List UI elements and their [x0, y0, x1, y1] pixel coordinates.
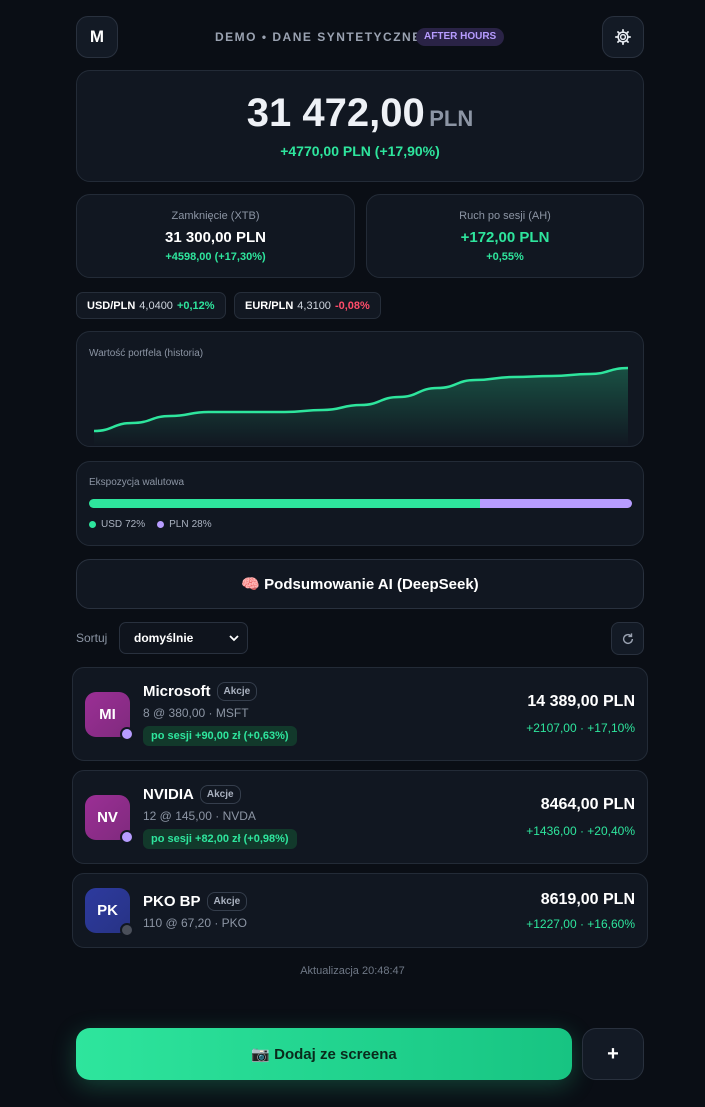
after-amount: +172,00 PLN [460, 229, 550, 246]
holding-value: 8619,00 PLN [540, 890, 635, 908]
fx-change: +0,12% [176, 299, 215, 312]
status-dot [120, 923, 134, 937]
fx-pair: USD/PLN [87, 299, 136, 312]
fx-pair: EUR/PLN [245, 299, 294, 312]
exposure-segment [479, 499, 632, 508]
holding-icon: MI [85, 691, 134, 741]
settings-button[interactable] [602, 16, 644, 58]
holding-detail: 8 @ 380,00 · MSFT [143, 706, 249, 720]
exposure-card: Ekspozycja walutowa USD 72% PLN 28% [76, 461, 644, 546]
holding-name-row: PKO BP Akcje [143, 891, 526, 911]
legend-item: PLN 28% [157, 519, 212, 530]
holding-value: 8464,00 PLN [540, 796, 635, 813]
legend-value: 72% [125, 519, 146, 530]
holding-tag: Akcje [199, 785, 241, 804]
holding-name-row: NVIDIA Akcje [143, 785, 526, 804]
holding-name: NVIDIA [143, 786, 194, 803]
total-change: +4770,00 PLN (+17,90%) [280, 143, 440, 159]
history-area [94, 368, 628, 446]
refresh-icon [622, 632, 633, 644]
sort-selected: domyślnie [134, 631, 194, 645]
holding-values: 8619,00 PLN +1227,00 · +16,60% [526, 891, 635, 931]
history-line [93, 366, 629, 433]
exposure-legend: USD 72% PLN 28% [89, 519, 212, 530]
exposure-title: Ekspozycja walutowa [89, 477, 185, 488]
total-card: 31 472,00 PLN +4770,00 PLN (+17,90%) [76, 70, 644, 182]
legend-dot [157, 521, 165, 528]
fx-chip: EUR/PLN 4,3100 -0,08% [234, 292, 381, 319]
close-title: Zamknięcie (XTB) [171, 210, 260, 222]
total-currency: PLN [429, 106, 474, 131]
close-amount: 31 300,00 PLN [165, 229, 266, 246]
total-amount: 31 472,00 [246, 91, 425, 135]
logo-button[interactable]: M [76, 16, 118, 58]
holding-value: 14 389,00 PLN [527, 693, 635, 710]
fx-change: -0,08% [334, 299, 370, 312]
legend-name: USD [101, 519, 123, 530]
holding-icon: NV [85, 794, 134, 844]
holding-detail: 12 @ 145,00 · NVDA [143, 809, 256, 823]
ai-summary-button[interactable]: 🧠 Podsumowanie AI (DeepSeek) [76, 559, 644, 609]
add-screenshot-button[interactable]: 📷 Dodaj ze screena [76, 1028, 572, 1080]
holding-info: Microsoft Akcje 8 @ 380,00 · MSFT po sesji … [143, 682, 526, 746]
holding-tag: Akcje [216, 682, 258, 701]
session-pill: po sesji +82,00 zł (+0,98%) [143, 829, 297, 849]
exposure-bar [89, 499, 632, 508]
mode-label: DEMO • DANE SYNTETYCZNE [215, 30, 422, 44]
holding-card[interactable]: PK PKO BP Akcje 110 @ 67,20 · PKO 8619,00 PL… [72, 873, 648, 948]
session-badge: AFTER HOURS [416, 28, 505, 46]
holding-info: NVIDIA Akcje 12 @ 145,00 · NVDA po sesji +8… [143, 785, 526, 849]
holding-icon: PK [85, 888, 134, 937]
holdings-list: MI Microsoft Akcje 8 @ 380,00 · MSFT po sesj… [72, 667, 648, 957]
session-pill: po sesji +90,00 zł (+0,63%) [143, 726, 297, 746]
after-change: +0,55% [486, 251, 524, 263]
legend-dot [89, 521, 96, 528]
holding-detail: 110 @ 67,20 · PKO [143, 915, 248, 930]
sort-label: Sortuj [76, 631, 108, 645]
after-title: Ruch po sesji (AH) [459, 210, 551, 222]
legend-item: USD 72% [89, 519, 145, 530]
holding-name: PKO BP [143, 892, 201, 910]
add-button[interactable]: + [582, 1028, 644, 1080]
legend-value: 28% [191, 519, 212, 530]
history-title: Wartość portfela (historia) [89, 348, 204, 359]
updated-label: Aktualizacja 20:48:47 [300, 965, 405, 977]
after-card: Ruch po sesji (AH) +172,00 PLN +0,55% [366, 194, 644, 278]
holding-change: +1227,00 · +16,60% [526, 916, 635, 931]
fx-rate: 4,0400 [139, 299, 173, 312]
sort-select[interactable]: domyślnie [119, 622, 248, 654]
holding-card[interactable]: NV NVIDIA Akcje 12 @ 145,00 · NVDA po sesji … [72, 770, 648, 864]
settings-icon [614, 28, 632, 46]
fx-chip: USD/PLN 4,0400 +0,12% [76, 292, 226, 319]
holding-info: PKO BP Akcje 110 @ 67,20 · PKO [143, 891, 526, 930]
history-card: Wartość portfela (historia) [76, 331, 644, 447]
legend-name: PLN [169, 519, 189, 530]
fx-rate: 4,3100 [297, 299, 331, 312]
holding-values: 14 389,00 PLN +2107,00 · +17,10% [526, 693, 635, 735]
holding-tag: Akcje [206, 891, 248, 911]
history-chart [93, 366, 629, 446]
status-dot [120, 829, 134, 844]
holding-values: 8464,00 PLN +1436,00 · +20,40% [526, 796, 635, 838]
holding-name: Microsoft [143, 683, 211, 700]
holding-change: +1436,00 · +20,40% [526, 824, 635, 838]
exposure-segment [89, 499, 480, 508]
status-dot [120, 726, 134, 741]
holding-card[interactable]: MI Microsoft Akcje 8 @ 380,00 · MSFT po sesj… [72, 667, 648, 761]
close-card: Zamknięcie (XTB) 31 300,00 PLN +4598,00 … [76, 194, 355, 278]
total-row: 31 472,00 PLN [77, 91, 643, 136]
holding-change: +2107,00 · +17,10% [526, 721, 635, 735]
holding-name-row: Microsoft Akcje [143, 682, 526, 701]
select-chevron [229, 635, 239, 642]
close-change: +4598,00 (+17,30%) [165, 251, 266, 263]
refresh-button[interactable] [611, 622, 644, 655]
